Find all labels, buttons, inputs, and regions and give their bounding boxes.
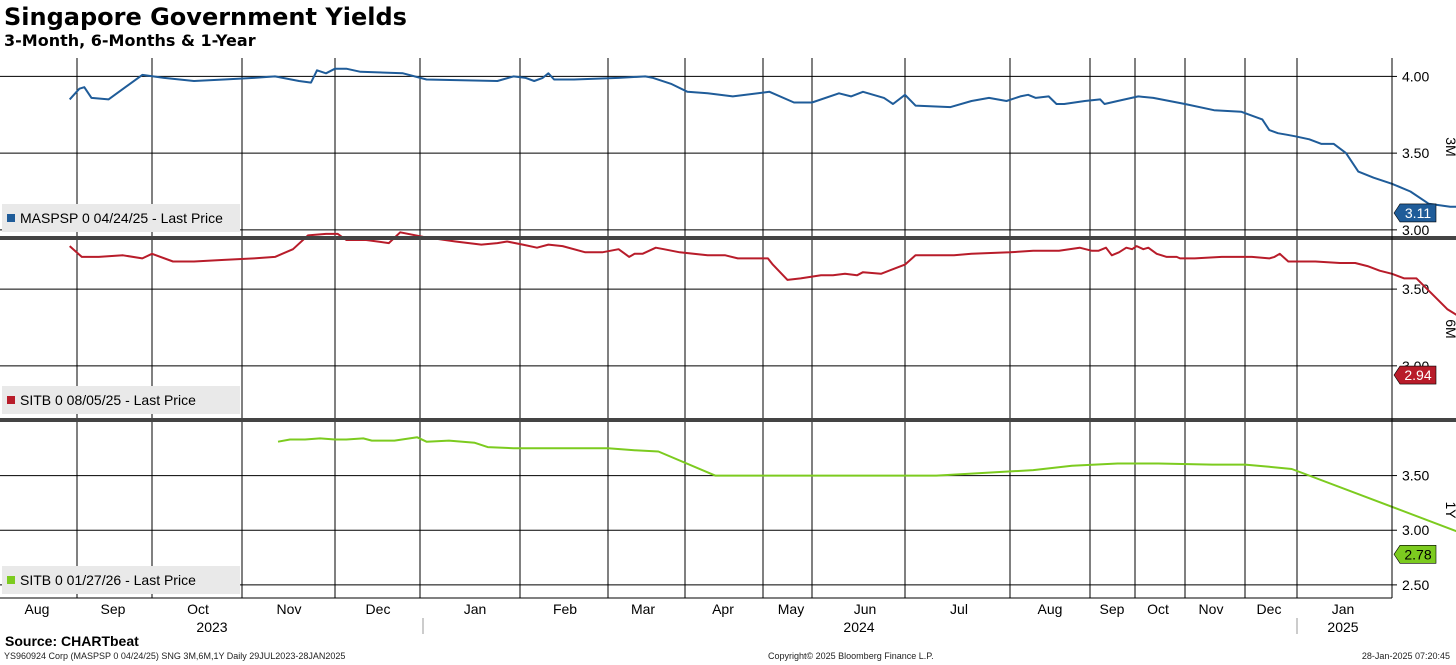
x-month-label: Jan: [464, 601, 487, 617]
y-tick-label: 3.00: [1402, 522, 1429, 538]
legend-box: [2, 386, 240, 414]
y-axis-label: 3M: [1443, 137, 1456, 156]
x-month-label: Sep: [101, 601, 126, 617]
last-value-label: 2.94: [1404, 367, 1431, 383]
x-year-label: 2025: [1327, 619, 1358, 635]
y-tick-label: 3.50: [1402, 468, 1429, 484]
series-line-1y: [277, 436, 1456, 533]
footer-timestamp: 28-Jan-2025 07:20:45: [1361, 651, 1450, 661]
chart-subtitle: 3-Month, 6-Months & 1-Year: [4, 31, 256, 50]
x-month-label: Dec: [1257, 601, 1282, 617]
source-note: Source: CHARTbeat: [5, 633, 139, 649]
y-axis-label: 6M: [1443, 319, 1456, 338]
legend-label: SITB 0 01/27/26 - Last Price: [20, 572, 196, 588]
x-month-label: Nov: [1199, 601, 1224, 617]
series-line-3m: [68, 67, 1456, 208]
last-value-tag: [1393, 544, 1437, 564]
legend-swatch: [7, 396, 15, 404]
x-month-label: Aug: [1038, 601, 1063, 617]
y-axis-label: 1Y: [1443, 501, 1456, 519]
y-tick-label: 3.50: [1402, 281, 1429, 297]
x-year-label: 2024: [843, 619, 874, 635]
x-year-label: 2023: [196, 619, 227, 635]
legend-swatch: [7, 576, 15, 584]
x-month-label: Oct: [187, 601, 209, 617]
x-month-label: Oct: [1147, 601, 1169, 617]
x-month-label: Feb: [553, 601, 577, 617]
y-tick-label: 3.00: [1402, 222, 1429, 238]
legend-label: MASPSP 0 04/24/25 - Last Price: [20, 210, 223, 226]
x-month-label: Mar: [631, 601, 655, 617]
x-month-label: Jan: [1332, 601, 1355, 617]
footer-copyright: Copyright© 2025 Bloomberg Finance L.P.: [768, 651, 934, 661]
x-month-label: May: [778, 601, 804, 617]
legend-box: [2, 204, 240, 232]
y-tick-label: 2.50: [1402, 577, 1429, 593]
footer-query: YS960924 Corp (MASPSP 0 04/24/25) SNG 3M…: [4, 651, 346, 661]
y-tick-label: 4.00: [1402, 68, 1429, 84]
last-value-tag: [1393, 365, 1437, 385]
x-month-label: Nov: [277, 601, 302, 617]
panel-1y: 2.50 3.00 3.50 1Y 2.78 SITB 0 01/27/26 - Last…: [0, 436, 1456, 594]
legend-box: [2, 566, 240, 594]
legend-label: SITB 0 08/05/25 - Last Price: [20, 392, 196, 408]
last-value-label: 3.11: [1405, 205, 1431, 221]
last-value-label: 2.78: [1404, 546, 1431, 562]
panel-separator: [0, 236, 1456, 240]
y-tick-label: 3.50: [1402, 145, 1429, 161]
x-month-label: Aug: [25, 601, 50, 617]
x-month-label: Jun: [854, 601, 877, 617]
panel-separator: [0, 418, 1456, 422]
last-value-tag: [1393, 203, 1437, 223]
chart-title: Singapore Government Yields: [4, 3, 407, 31]
panel-3m: 3.00 3.50 4.00 3M 3.11 MASPSP 0 04/24/25 - La…: [0, 67, 1456, 238]
series-line-6m: [69, 231, 1456, 316]
x-month-label: Dec: [366, 601, 391, 617]
x-month-label: Apr: [712, 601, 734, 617]
legend-swatch: [7, 214, 15, 222]
x-month-label: Sep: [1100, 601, 1125, 617]
x-month-label: Jul: [950, 601, 968, 617]
